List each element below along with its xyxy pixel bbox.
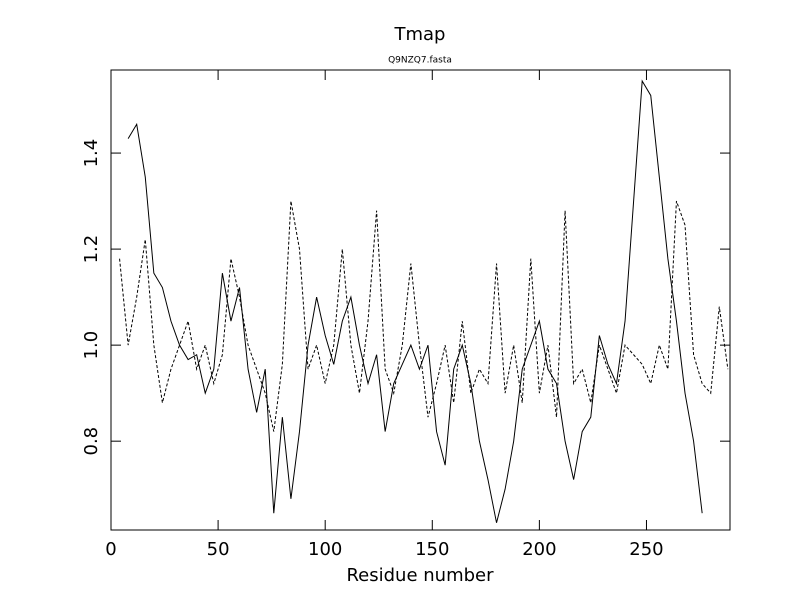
x-tick-label: 0 (105, 539, 116, 560)
x-tick-label: 250 (629, 539, 663, 560)
y-tick-label: 0.8 (81, 427, 102, 456)
y-tick-label: 1.4 (81, 139, 102, 168)
chart-subtitle: Q9NZQ7.fasta (388, 56, 452, 66)
x-axis-label: Residue number (346, 565, 494, 586)
y-tick-label: 1.2 (81, 235, 102, 264)
plot-frame (110, 69, 731, 531)
x-tick-label: 100 (308, 539, 342, 560)
x-tick-label: 150 (415, 539, 449, 560)
x-tick-label: 200 (522, 539, 556, 560)
data-line (119, 200, 729, 432)
x-tick-label: 50 (207, 539, 230, 560)
y-tick-label: 1.0 (81, 331, 102, 360)
chart-title: Tmap (394, 24, 446, 45)
data-line (127, 79, 703, 523)
